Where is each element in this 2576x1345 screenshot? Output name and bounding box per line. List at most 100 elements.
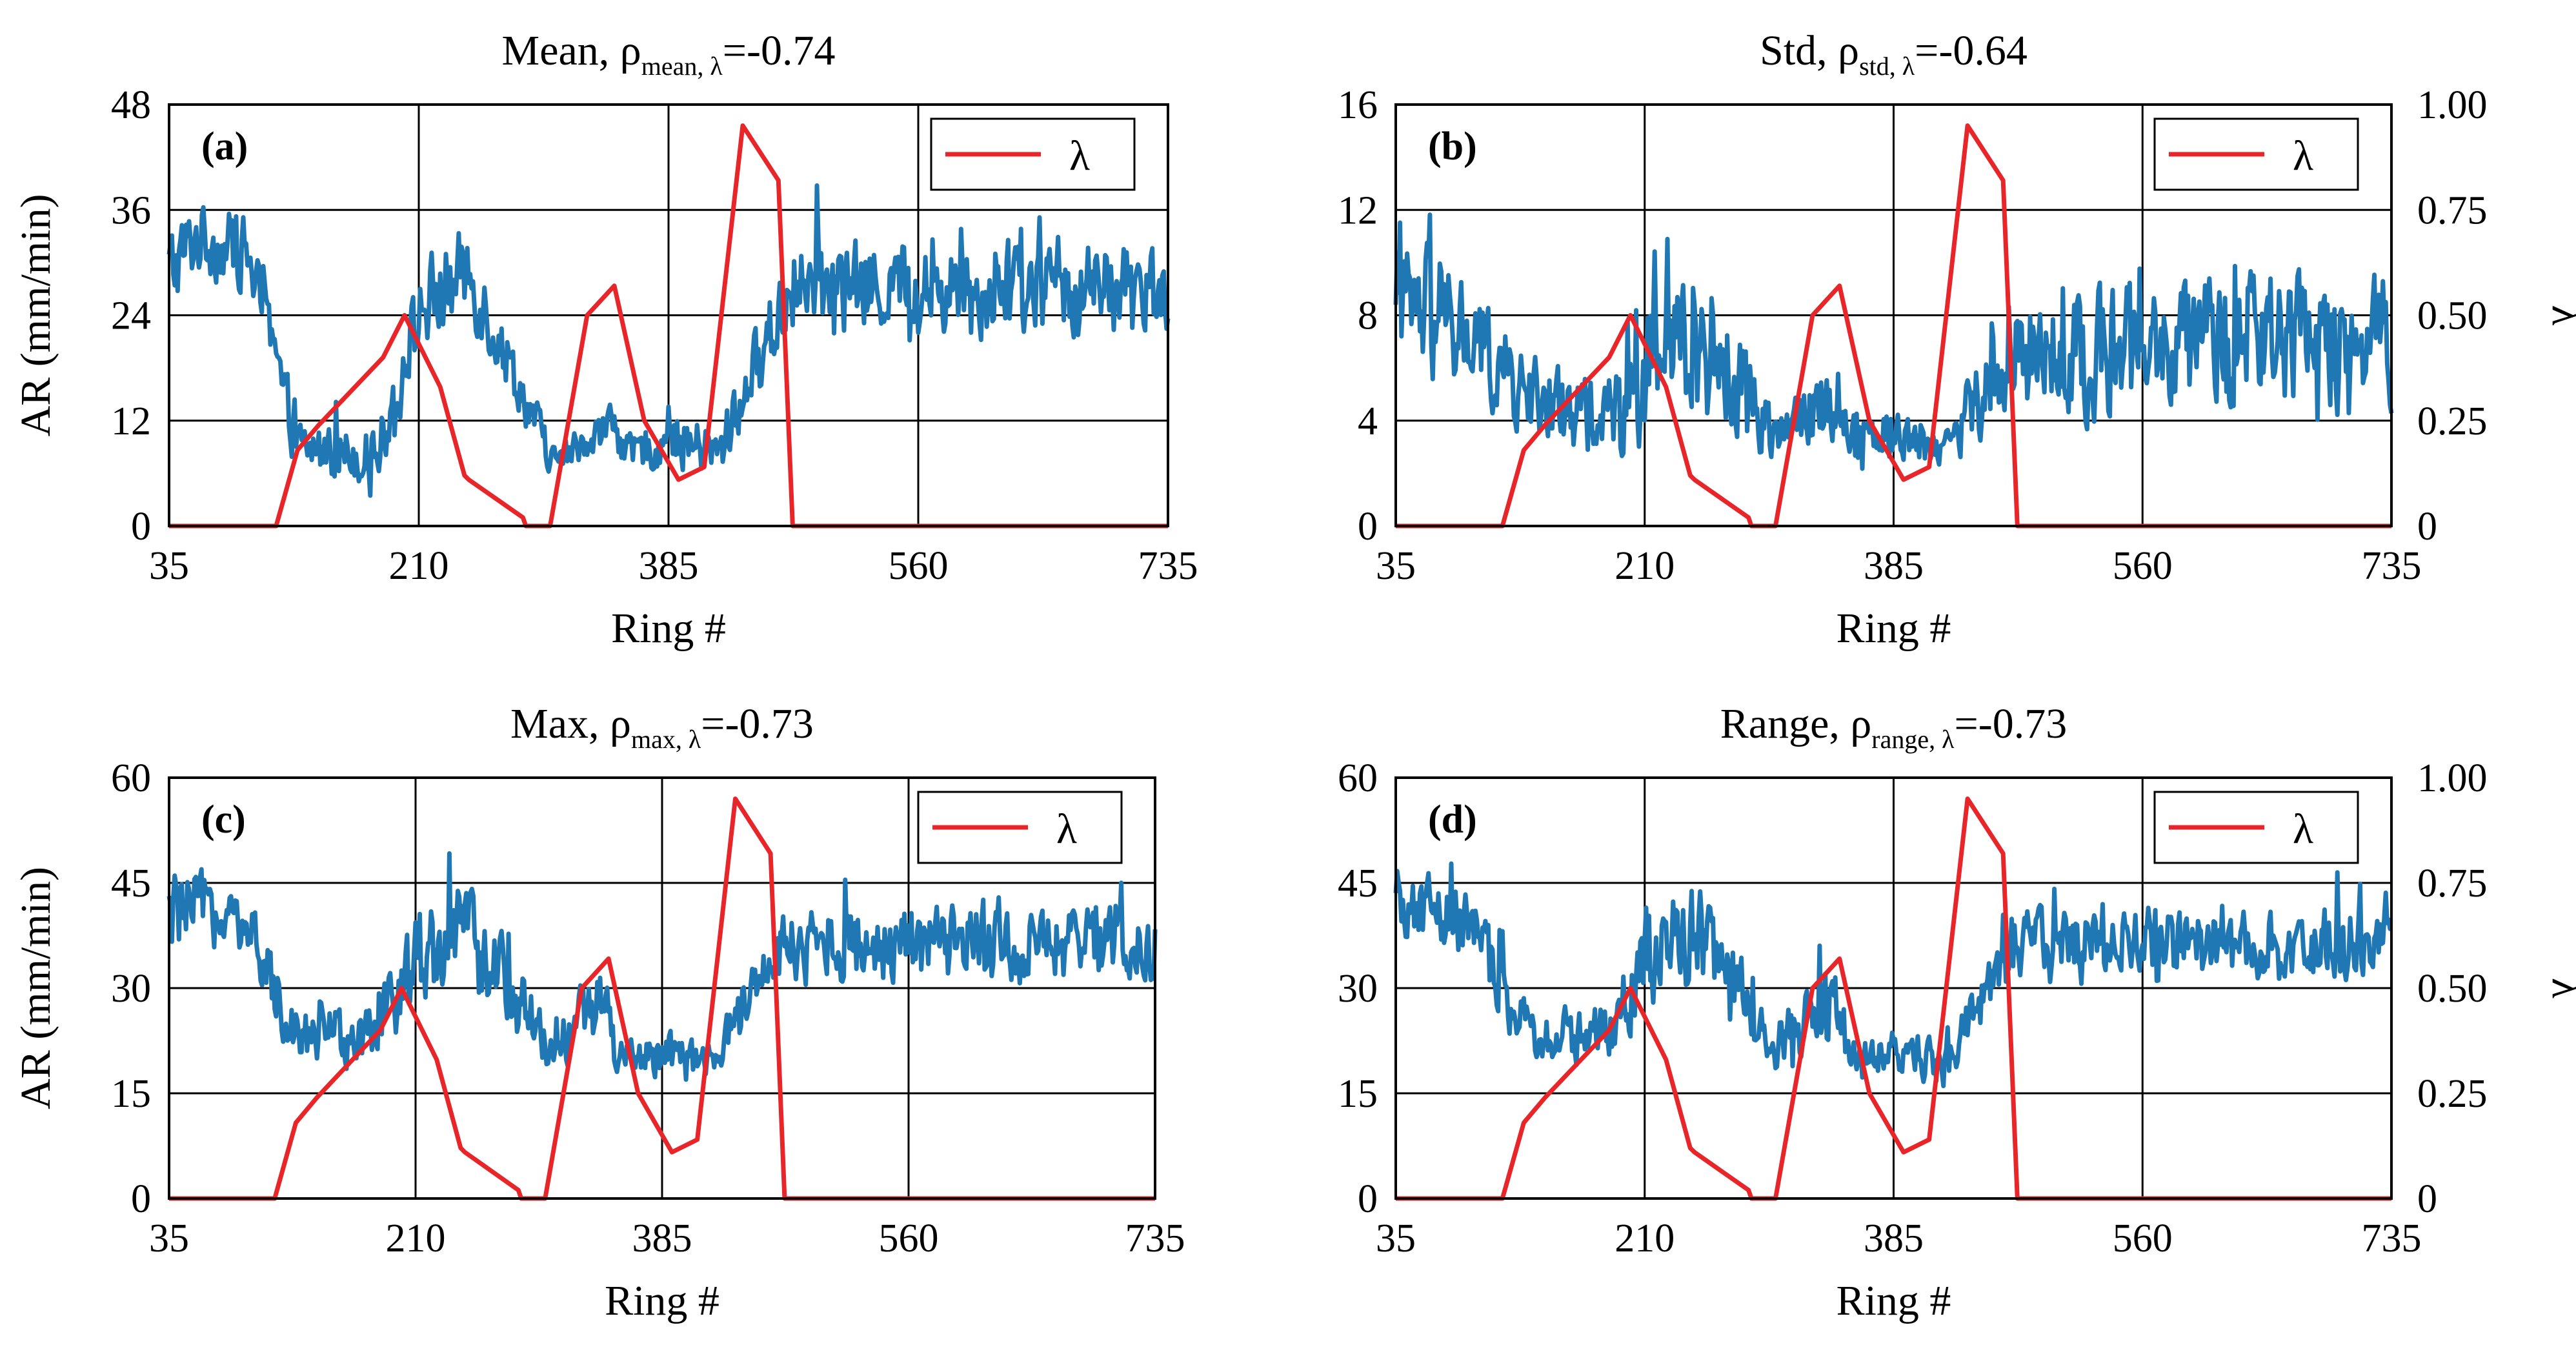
title-value: =-0.74 — [723, 27, 836, 74]
y-tick-label: 4 — [1358, 399, 1378, 443]
x-tick-label: 560 — [889, 544, 949, 588]
legend-label-lambda: λ — [1069, 132, 1090, 179]
ar-series-line — [1393, 861, 2393, 1089]
y-tick-label: 0 — [131, 1177, 151, 1221]
x-tick-label: 735 — [2362, 544, 2422, 588]
y-axis-label: AR (mm/min) — [12, 194, 59, 437]
y-tick-label: 60 — [111, 756, 151, 800]
y-tick-label: 8 — [1358, 294, 1378, 338]
axes-frame — [168, 103, 1169, 527]
panel-label: (b) — [1428, 125, 1477, 168]
chart-title: Range, ρrange, λ=-0.73 — [1720, 700, 2067, 754]
chart-title: Std, ρstd, λ=-0.64 — [1760, 27, 2028, 81]
panel-label: (c) — [201, 798, 246, 842]
y-tick-label: 12 — [1338, 188, 1378, 232]
ar-series-line — [166, 851, 1158, 1082]
y-tick-label: 30 — [111, 967, 151, 1011]
legend: λ — [2153, 791, 2359, 864]
y2-tick-label: 0.75 — [2417, 862, 2488, 905]
x-tick-label: 210 — [1615, 544, 1675, 588]
title-main: Mean, ρ — [502, 27, 641, 74]
x-tick-label: 385 — [639, 544, 699, 588]
x-axis-label: Ring # — [1836, 605, 1951, 652]
panel-label: (d) — [1428, 798, 1477, 842]
chart-panel-c: 35 210 385 560 735 0 15 30 45 60 Ring # AR (mm/min)… — [12, 700, 1185, 1324]
x-tick-label: 560 — [2113, 1217, 2173, 1260]
x-tick-label: 210 — [1615, 1217, 1675, 1260]
legend-label-lambda: λ — [2293, 805, 2313, 853]
legend: λ — [917, 791, 1123, 864]
x-tick-label: 35 — [149, 1217, 189, 1260]
title-subscript: std, λ — [1859, 52, 1915, 81]
title-main: Max, ρ — [510, 700, 631, 747]
y-axis-label: AR (mm/min) — [12, 867, 59, 1109]
y-tick-label: 0 — [1358, 505, 1378, 549]
y2-tick-label: 1.00 — [2417, 83, 2488, 127]
title-main: Range, ρ — [1720, 700, 1872, 747]
y2-tick-label: 1.00 — [2417, 756, 2488, 800]
y-tick-label: 0 — [131, 505, 151, 549]
title-subscript: max, λ — [631, 725, 701, 754]
y-tick-label: 45 — [111, 862, 151, 905]
x-tick-label: 385 — [1864, 544, 1924, 588]
x-axis-label: Ring # — [1836, 1277, 1951, 1324]
axes-frame — [168, 776, 1156, 1200]
title-value: =-0.73 — [1955, 700, 2068, 747]
x-tick-label: 385 — [632, 1217, 692, 1260]
x-tick-label: 35 — [149, 544, 189, 588]
title-subscript: range, λ — [1871, 725, 1955, 754]
title-subscript: mean, λ — [641, 52, 723, 81]
x-tick-label: 735 — [1138, 544, 1198, 588]
chart-panel-a: 35 210 385 560 735 0 12 24 36 48 Ring # AR (mm/min)… — [12, 27, 1198, 652]
y-tick-label: 36 — [111, 188, 151, 232]
y2-tick-label: 0 — [2417, 505, 2437, 549]
legend-label-lambda: λ — [1056, 805, 1077, 853]
x-tick-label: 735 — [1125, 1217, 1185, 1260]
y2-tick-label: 0 — [2417, 1177, 2437, 1221]
y-tick-label: 24 — [111, 294, 151, 338]
legend-label-lambda: λ — [2293, 132, 2313, 179]
y2-tick-label: 0.25 — [2417, 399, 2488, 443]
y-tick-label: 60 — [1338, 756, 1378, 800]
x-tick-label: 385 — [1864, 1217, 1924, 1260]
y-tick-label: 15 — [1338, 1072, 1378, 1116]
legend: λ — [930, 117, 1136, 191]
axes-frame — [1394, 776, 2393, 1200]
y2-tick-label: 0.50 — [2417, 967, 2488, 1011]
y2-axis-label: λ — [2543, 305, 2576, 325]
y2-axis-label: λ — [2543, 978, 2576, 998]
ar-series-line — [166, 183, 1171, 498]
x-axis-label: Ring # — [605, 1277, 719, 1324]
y-tick-label: 15 — [111, 1072, 151, 1116]
legend: λ — [2153, 117, 2359, 191]
x-tick-label: 560 — [2113, 544, 2173, 588]
ar-series-line — [1393, 212, 2394, 471]
x-axis-label: Ring # — [611, 605, 726, 652]
chart-title: Max, ρmax, λ=-0.73 — [510, 700, 814, 754]
title-value: =-0.73 — [701, 700, 814, 747]
y2-tick-label: 0.25 — [2417, 1072, 2488, 1116]
x-tick-label: 735 — [2362, 1217, 2422, 1260]
x-tick-label: 35 — [1376, 544, 1416, 588]
y-tick-label: 45 — [1338, 862, 1378, 905]
title-main: Std, ρ — [1760, 27, 1859, 74]
y2-tick-label: 0.50 — [2417, 294, 2488, 338]
chart-panel-d: 35 210 385 560 73501530456000.250.500.751.00… — [1338, 700, 2576, 1324]
y-tick-label: 16 — [1338, 83, 1378, 127]
panel-label: (a) — [201, 125, 248, 168]
x-tick-label: 210 — [389, 544, 449, 588]
chart-title: Mean, ρmean, λ=-0.74 — [502, 27, 836, 81]
axes-frame — [1394, 103, 2393, 527]
y-tick-label: 30 — [1338, 967, 1378, 1011]
title-value: =-0.64 — [1915, 27, 2028, 74]
chart-panel-b: 35 210 385 560 735048121600.250.500.751.00Ri… — [1338, 27, 2576, 652]
y2-tick-label: 0.75 — [2417, 188, 2488, 232]
y-tick-label: 12 — [111, 399, 151, 443]
x-tick-label: 210 — [386, 1217, 446, 1260]
x-tick-label: 35 — [1376, 1217, 1416, 1260]
y-tick-label: 0 — [1358, 1177, 1378, 1221]
y-tick-label: 48 — [111, 83, 151, 127]
x-tick-label: 560 — [879, 1217, 939, 1260]
